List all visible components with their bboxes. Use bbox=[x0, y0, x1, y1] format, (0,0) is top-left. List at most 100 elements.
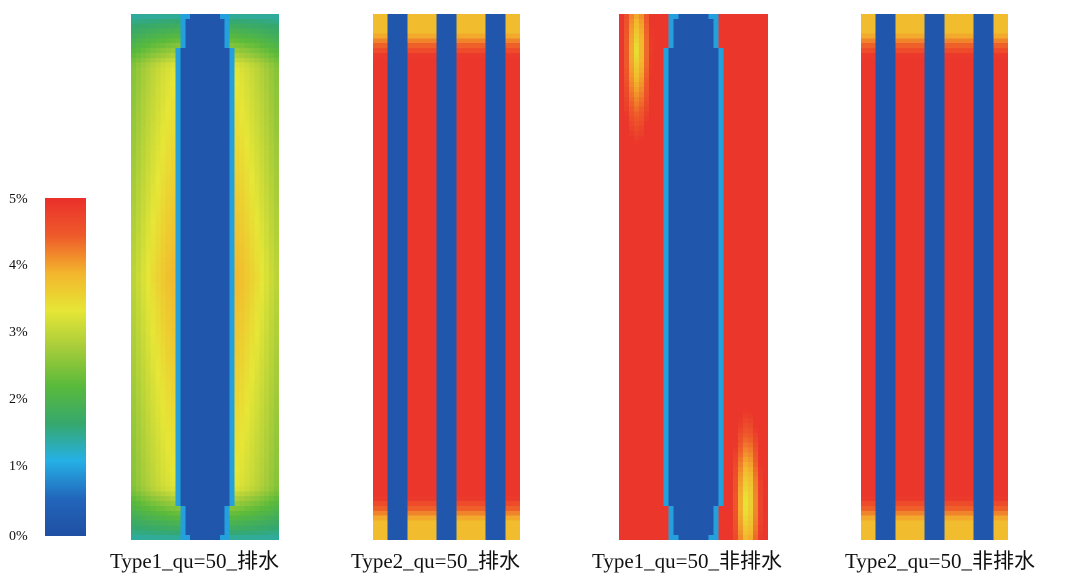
heatmap-cell bbox=[431, 111, 438, 117]
heatmap-cell bbox=[244, 398, 250, 405]
heatmap-cell bbox=[254, 87, 260, 93]
heatmap-cell bbox=[209, 496, 216, 502]
heatmap-cell bbox=[205, 48, 211, 54]
heatmap-cell bbox=[461, 233, 467, 239]
heatmap-cell bbox=[254, 169, 260, 176]
heatmap-cell bbox=[160, 340, 167, 346]
heatmap-cell bbox=[269, 23, 275, 30]
heatmap-cell bbox=[180, 413, 186, 419]
heatmap-cell bbox=[209, 23, 216, 30]
heatmap-cell bbox=[269, 62, 275, 69]
heatmap-cell bbox=[254, 320, 260, 327]
heatmap-cell bbox=[135, 242, 142, 249]
heatmap-cell bbox=[397, 160, 403, 166]
heatmap-cell bbox=[195, 340, 201, 346]
heatmap-cell bbox=[185, 233, 191, 239]
heatmap-cell bbox=[417, 242, 423, 249]
heatmap-cell bbox=[451, 135, 457, 142]
heatmap-cell bbox=[510, 203, 516, 210]
heatmap-cell bbox=[180, 384, 186, 390]
heatmap-cell bbox=[224, 403, 231, 410]
heatmap-cell bbox=[190, 179, 196, 186]
heatmap-cell bbox=[274, 476, 279, 483]
heatmap-cell bbox=[480, 267, 487, 273]
heatmap-cell bbox=[485, 48, 492, 54]
heatmap-cell bbox=[224, 160, 231, 166]
heatmap-cell bbox=[145, 155, 152, 161]
heatmap-cell bbox=[274, 199, 279, 205]
heatmap-cell bbox=[475, 82, 482, 88]
heatmap-cell bbox=[249, 179, 255, 186]
heatmap-cell bbox=[274, 350, 279, 356]
heatmap-cell bbox=[224, 257, 231, 263]
heatmap-cell bbox=[205, 121, 211, 127]
heatmap-cell bbox=[140, 535, 147, 540]
heatmap-cell bbox=[185, 515, 191, 522]
heatmap-cell bbox=[274, 272, 279, 278]
heatmap-cell bbox=[422, 194, 428, 200]
heatmap-cell bbox=[150, 169, 157, 176]
heatmap-cell bbox=[219, 18, 226, 25]
heatmap-cell bbox=[515, 247, 520, 254]
heatmap-cell bbox=[412, 155, 418, 161]
heatmap-cell bbox=[239, 345, 246, 351]
heatmap-cell bbox=[140, 43, 147, 49]
heatmap-cell bbox=[510, 140, 516, 147]
heatmap-cell bbox=[451, 194, 457, 200]
heatmap-cell bbox=[264, 491, 270, 497]
heatmap-cell bbox=[205, 491, 211, 497]
heatmap-cell bbox=[451, 257, 457, 263]
heatmap-cell bbox=[244, 481, 250, 488]
heatmap-cell bbox=[239, 281, 246, 288]
heatmap-cell bbox=[229, 340, 236, 346]
heatmap-cell bbox=[431, 23, 438, 30]
heatmap-cell bbox=[397, 135, 403, 142]
heatmap-cell bbox=[441, 238, 448, 244]
heatmap-cell bbox=[190, 72, 196, 78]
heatmap-cell bbox=[200, 164, 206, 171]
heatmap-cell bbox=[254, 457, 260, 463]
heatmap-cell bbox=[475, 96, 482, 103]
heatmap-cell bbox=[407, 238, 413, 244]
heatmap-cell bbox=[170, 476, 176, 483]
heatmap-cell bbox=[160, 140, 167, 147]
heatmap-cell bbox=[402, 296, 408, 302]
heatmap-cell bbox=[249, 437, 255, 444]
heatmap-cell bbox=[466, 174, 472, 181]
heatmap-cell bbox=[475, 164, 482, 171]
heatmap-cell bbox=[224, 505, 231, 512]
heatmap-cell bbox=[397, 111, 403, 117]
heatmap-cell bbox=[495, 262, 501, 268]
heatmap-cell bbox=[140, 330, 147, 337]
heatmap-cell bbox=[239, 223, 246, 229]
heatmap-cell bbox=[254, 311, 260, 317]
heatmap-cell bbox=[150, 242, 157, 249]
heatmap-cell bbox=[254, 48, 260, 54]
heatmap-cell bbox=[135, 505, 142, 512]
heatmap-cell bbox=[490, 238, 497, 244]
heatmap-cell bbox=[475, 126, 482, 132]
heatmap-cell bbox=[200, 135, 206, 142]
heatmap-cell bbox=[155, 359, 162, 366]
heatmap-cell bbox=[234, 296, 241, 302]
heatmap-cell bbox=[490, 277, 497, 283]
heatmap-cell bbox=[490, 267, 497, 273]
heatmap-cell bbox=[200, 52, 206, 59]
heatmap-cell bbox=[377, 281, 384, 288]
heatmap-cell bbox=[249, 359, 255, 366]
heatmap-cell bbox=[219, 247, 226, 254]
heatmap-cell bbox=[249, 96, 255, 103]
heatmap-cell bbox=[412, 87, 418, 93]
heatmap-cell bbox=[135, 379, 142, 385]
heatmap-cell bbox=[446, 140, 452, 147]
heatmap-cell bbox=[471, 28, 477, 35]
heatmap-cell bbox=[382, 91, 389, 98]
heatmap-cell bbox=[377, 257, 384, 263]
heatmap-cell bbox=[264, 447, 270, 453]
heatmap-cell bbox=[244, 447, 250, 453]
heatmap-cell bbox=[160, 320, 167, 327]
heatmap-cell bbox=[195, 525, 201, 531]
heatmap-cell bbox=[436, 184, 443, 190]
heatmap-cell bbox=[234, 393, 241, 400]
heatmap-cell bbox=[269, 530, 275, 536]
